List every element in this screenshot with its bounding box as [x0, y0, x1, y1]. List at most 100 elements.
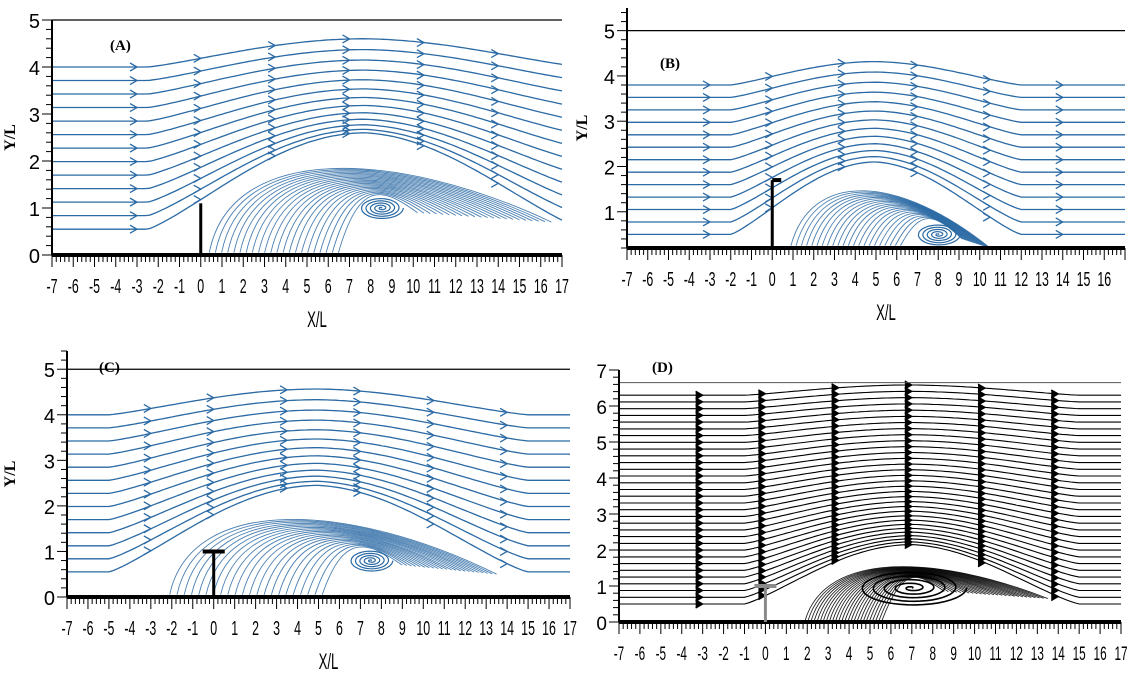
streamline-arrow: [129, 157, 139, 167]
x-tick-label: 9: [389, 275, 396, 298]
y-tick-label: 0: [596, 614, 607, 635]
streamline-arrow: [426, 502, 436, 512]
x-tick-label: 1: [231, 617, 238, 640]
recirculation-streamline: [337, 194, 418, 253]
streamline-arrow: [193, 184, 203, 194]
streamline-arrow: [426, 395, 436, 406]
x-tick-label: 5: [867, 644, 874, 664]
x-tick-label: 9: [950, 644, 957, 664]
streamline-arrow: [353, 397, 362, 407]
streamline-arrow: [831, 446, 840, 456]
streamline-arrow: [490, 160, 500, 170]
streamline-arrow: [279, 435, 289, 445]
x-tick-label: -2: [718, 644, 728, 664]
streamline-arrow: [1050, 402, 1060, 412]
streamline-arrow: [695, 457, 704, 468]
streamline-arrow: [910, 92, 919, 102]
x-tick-label: 10: [406, 275, 420, 298]
streamline-arrow: [143, 489, 153, 499]
streamline-arrow: [831, 433, 840, 444]
y-tick-label: 5: [604, 22, 615, 44]
streamline-arrow: [695, 431, 704, 441]
x-tick-label: 9: [956, 268, 963, 291]
y-tick-label: 6: [596, 398, 607, 419]
x-tick-label: 13: [1035, 268, 1049, 291]
streamline-arrow: [1055, 105, 1065, 115]
streamline-arrow: [910, 161, 919, 171]
streamline-arrow: [695, 532, 704, 542]
streamline-arrow: [764, 95, 774, 105]
streamline: [619, 384, 1121, 396]
panel-label: (B): [660, 56, 680, 72]
streamlines: [627, 58, 1125, 239]
streamline-arrow: [837, 58, 847, 68]
streamline-arrow: [279, 452, 289, 463]
x-tick-label: 6: [336, 617, 343, 640]
y-tick-label: 2: [29, 152, 40, 174]
streamline-arrow: [206, 486, 216, 496]
streamline-arrow: [490, 130, 500, 140]
recirculation-streamline: [239, 174, 520, 253]
streamline-arrow: [267, 85, 277, 95]
x-tick-label: 16: [1094, 644, 1107, 664]
streamline-arrow: [416, 90, 426, 100]
streamline-arrow: [1055, 192, 1065, 202]
streamline-arrow: [426, 441, 436, 451]
streamline-arrow: [702, 130, 712, 140]
streamline-arrow: [1050, 416, 1060, 426]
streamline: [619, 515, 1121, 551]
x-tick-label: 12: [1014, 268, 1028, 291]
streamline-arrow: [353, 437, 362, 447]
recirculation-streamline: [294, 185, 463, 253]
x-tick-label: -5: [103, 617, 114, 640]
x-tick-label: 4: [852, 268, 859, 291]
streamline-arrow: [416, 116, 426, 126]
streamline-arrow: [342, 75, 351, 85]
streamline-arrow: [342, 65, 351, 75]
streamline-arrow: [758, 422, 767, 432]
streamline-arrow: [129, 129, 139, 140]
streamline-arrow: [977, 402, 987, 412]
streamline-arrow: [910, 81, 919, 91]
streamline-arrow: [206, 427, 216, 437]
streamline-arrow: [764, 83, 774, 93]
streamline: [67, 399, 570, 429]
recirculation-streamline: [278, 538, 430, 595]
streamline-arrow: [831, 408, 840, 418]
streamline-arrow: [129, 184, 139, 194]
streamline-arrow: [1050, 534, 1060, 544]
streamline: [52, 112, 563, 176]
streamline-arrow: [129, 197, 139, 207]
streamline-arrow: [416, 99, 426, 109]
streamline-arrow: [279, 467, 289, 477]
streamline-arrow: [758, 572, 767, 582]
recirculation-streamline: [875, 576, 953, 621]
streamline-arrow: [831, 440, 840, 450]
x-tick-label: -6: [82, 617, 93, 640]
streamline-arrow: [695, 464, 704, 474]
streamline-arrow: [342, 45, 351, 55]
streamline-arrow: [702, 204, 712, 215]
streamline-arrow: [910, 60, 919, 70]
streamline-arrow: [1050, 442, 1060, 452]
streamline-arrow: [982, 134, 992, 144]
streamline-arrow: [143, 441, 153, 451]
streamline-arrow: [764, 172, 774, 183]
streamlines: [52, 34, 563, 234]
streamline-arrow: [910, 147, 919, 157]
streamline-arrow: [1050, 502, 1060, 512]
streamline-arrow: [490, 61, 500, 71]
y-tick-label: 2: [604, 157, 615, 179]
streamline-arrow: [499, 534, 509, 544]
streamline-arrow: [426, 493, 436, 503]
streamline-arrow: [702, 180, 712, 190]
streamline-arrow: [490, 96, 500, 106]
y-tick-label: 4: [44, 406, 55, 428]
streamline-arrow: [490, 85, 500, 95]
recirculation-streamline: [233, 173, 527, 253]
streamline-arrow: [695, 565, 704, 575]
streamline: [67, 475, 570, 547]
x-tick-label: -1: [174, 275, 185, 298]
axes: -7 -6 -5 -4 -3 -2 -1 0 1 2 3 4 5 6 7 8 9 10 11 12 13 14 15 16 17…: [596, 362, 1127, 665]
streamline-arrow: [1055, 80, 1065, 90]
